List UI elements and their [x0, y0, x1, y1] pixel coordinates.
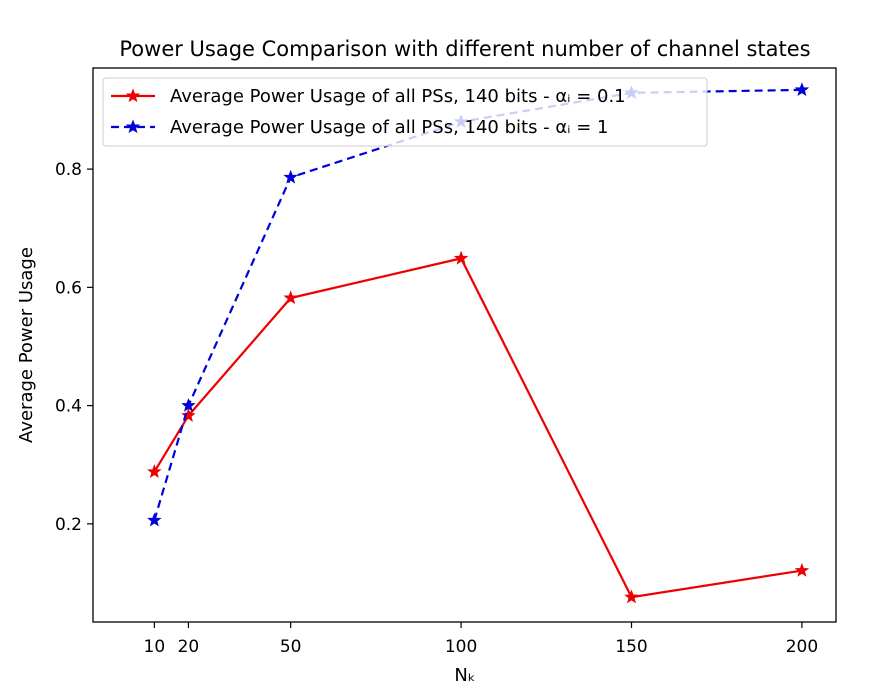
legend-marker [125, 119, 141, 134]
data-point [283, 169, 298, 184]
legend-box [102, 77, 708, 147]
ticks-layer: 10 20 50 100 150 200 0.2 0.4 0.6 0.8 [55, 160, 818, 657]
y-axis-label: Average Power Usage [16, 247, 37, 443]
legend-label: Average Power Usage of all PSs, 140 bits… [170, 86, 626, 107]
data-point [283, 290, 298, 305]
data-point [147, 512, 162, 527]
series-1 [147, 250, 810, 604]
y-tick-label: 0.4 [55, 397, 82, 417]
legend-entry: Average Power Usage of all PSs, 140 bits… [111, 117, 608, 138]
y-tick-label: 0.6 [55, 278, 82, 298]
x-tick-label: 150 [615, 637, 647, 657]
data-point [147, 464, 162, 479]
legend-marker [125, 88, 141, 103]
x-tick-label: 50 [280, 637, 302, 657]
x-axis-label: Nₖ [454, 665, 475, 686]
data-point [453, 250, 469, 265]
x-tick-label: 200 [786, 637, 818, 657]
legend-entry: Average Power Usage of all PSs, 140 bits… [111, 86, 626, 107]
series-line [153, 257, 803, 599]
y-tick-label: 0.8 [55, 160, 82, 180]
legend-label: Average Power Usage of all PSs, 140 bits… [170, 117, 608, 138]
plot-frame [92, 67, 837, 623]
x-tick-label: 20 [178, 637, 200, 657]
data-point [181, 397, 196, 412]
data-point [181, 408, 196, 422]
series-line [153, 88, 802, 521]
x-tick-label: 100 [445, 637, 477, 657]
legend-entries: Average Power Usage of all PSs, 140 bits… [111, 86, 626, 138]
chart-title: Power Usage Comparison with different nu… [119, 37, 810, 61]
data-point [794, 82, 810, 97]
data-point [794, 562, 810, 577]
legend: Average Power Usage of all PSs, 140 bits… [102, 77, 708, 147]
data-point [624, 589, 639, 604]
x-tick-label: 10 [144, 637, 166, 657]
y-tick-label: 0.2 [55, 515, 82, 535]
